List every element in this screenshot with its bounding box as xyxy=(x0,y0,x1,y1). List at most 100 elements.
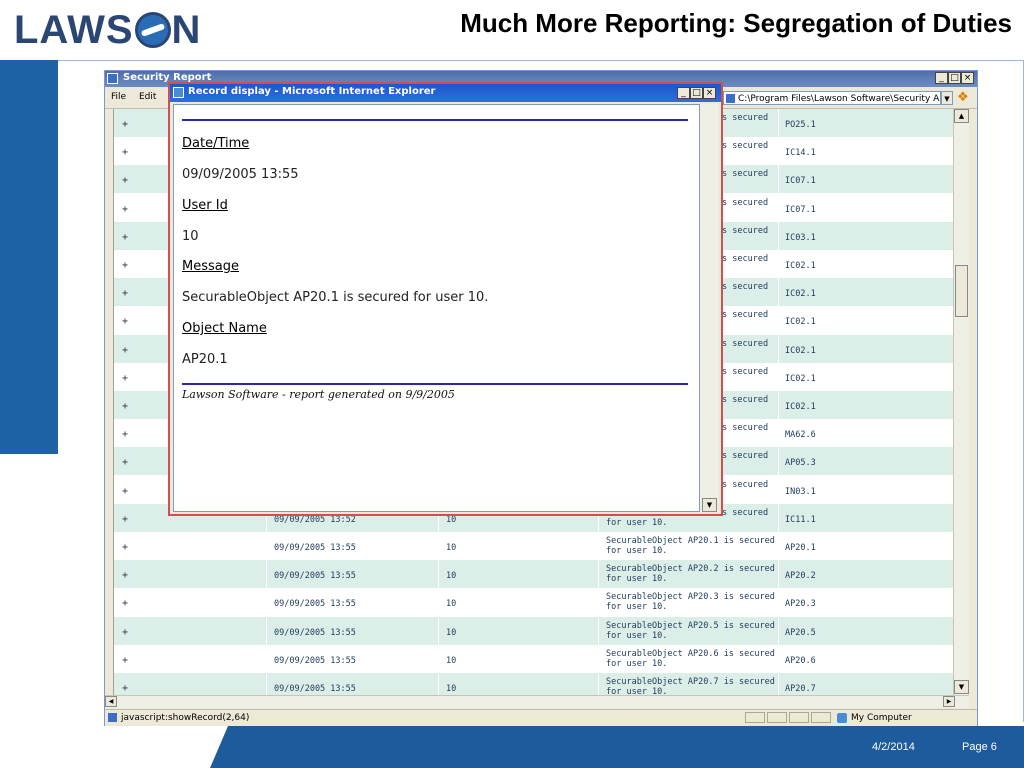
maximize-button[interactable]: □ xyxy=(948,72,961,84)
cell-datetime: 09/09/2005 13:55 xyxy=(274,543,356,553)
cell-object: AP20.7 xyxy=(785,684,816,694)
column-divider xyxy=(778,363,779,391)
expand-icon[interactable]: + xyxy=(122,486,129,497)
column-divider xyxy=(598,673,599,695)
column-divider xyxy=(266,560,267,588)
cell-object: IN03.1 xyxy=(785,487,816,497)
popup-titlebar[interactable]: Record display - Microsoft Internet Expl… xyxy=(170,84,721,102)
table-row[interactable]: +09/09/2005 13:55 10 SecurableObject AP20.… xyxy=(114,645,954,673)
vertical-scrollbar[interactable]: ▲ ▼ xyxy=(953,109,969,695)
expand-icon[interactable]: + xyxy=(122,345,129,356)
scroll-up-icon[interactable]: ▲ xyxy=(954,109,969,123)
expand-icon[interactable]: + xyxy=(122,373,129,384)
cell-message: SecurableObject AP20.7 is secured for us… xyxy=(606,677,775,695)
menu-file[interactable]: File xyxy=(111,92,127,102)
windows-logo-icon: ❖ xyxy=(957,90,969,105)
column-divider xyxy=(438,617,439,645)
expand-icon[interactable]: + xyxy=(122,288,129,299)
column-divider xyxy=(598,560,599,588)
column-divider xyxy=(438,504,439,532)
column-divider xyxy=(778,278,779,306)
ie-page-icon xyxy=(173,87,184,98)
menu-edit[interactable]: Edit xyxy=(139,92,157,102)
status-cell xyxy=(767,712,787,723)
cell-object: IC02.1 xyxy=(785,289,816,299)
address-bar[interactable]: C:\Program Files\Lawson Software\Securit… xyxy=(723,91,941,105)
expand-icon[interactable]: + xyxy=(122,683,129,694)
table-row[interactable]: +09/09/2005 13:55 10 SecurableObject AP20.… xyxy=(114,532,954,560)
expand-icon[interactable]: + xyxy=(122,655,129,666)
scroll-left-icon[interactable]: ◀ xyxy=(105,696,117,707)
cell-message: s secured xyxy=(722,141,769,151)
cell-message-continued: for user 10. xyxy=(606,518,668,528)
label-objectname: Object Name xyxy=(182,321,267,336)
minimize-button[interactable]: _ xyxy=(935,72,948,84)
label-message: Message xyxy=(182,259,239,274)
cell-object: IC11.1 xyxy=(785,515,816,525)
cell-message: s secured xyxy=(722,198,769,208)
cell-datetime: 09/09/2005 13:55 xyxy=(274,599,356,609)
scroll-down-icon[interactable]: ▼ xyxy=(702,498,717,512)
cell-message: SecurableObject AP20.2 is secured for us… xyxy=(606,564,775,584)
column-divider xyxy=(778,476,779,504)
column-divider xyxy=(266,673,267,695)
column-divider xyxy=(598,588,599,616)
expand-icon[interactable]: + xyxy=(122,514,129,525)
table-row[interactable]: +09/09/2005 13:55 10 SecurableObject AP20.… xyxy=(114,673,954,695)
slide-footer: 4/2/2014 Page 6 xyxy=(0,726,1024,768)
horizontal-scrollbar[interactable]: ◀ ▶ xyxy=(105,695,969,708)
column-divider xyxy=(438,532,439,560)
cell-userid: 10 xyxy=(446,571,457,581)
value-objectname: AP20.1 xyxy=(182,352,228,367)
scroll-thumb[interactable] xyxy=(955,265,968,317)
expand-icon[interactable]: + xyxy=(122,316,129,327)
value-datetime: 09/09/2005 13:55 xyxy=(182,167,299,182)
popup-minimize-button[interactable]: _ xyxy=(677,87,690,99)
expand-icon[interactable]: + xyxy=(122,119,129,130)
expand-icon[interactable]: + xyxy=(122,232,129,243)
column-divider xyxy=(598,532,599,560)
expand-icon[interactable]: + xyxy=(122,175,129,186)
expand-icon[interactable]: + xyxy=(122,429,129,440)
popup-maximize-button[interactable]: □ xyxy=(690,87,703,99)
column-divider xyxy=(778,532,779,560)
cell-message: s secured xyxy=(722,113,769,123)
cell-object: IC03.1 xyxy=(785,233,816,243)
status-text: javascript:showRecord(2,64) xyxy=(121,713,250,723)
expand-icon[interactable]: + xyxy=(122,147,129,158)
table-row[interactable]: +09/09/2005 13:55 10 SecurableObject AP20.… xyxy=(114,617,954,645)
cell-object: IC02.1 xyxy=(785,374,816,384)
expand-icon[interactable]: + xyxy=(122,542,129,553)
left-accent-band xyxy=(0,60,58,454)
cell-object: MA62.6 xyxy=(785,430,816,440)
expand-icon[interactable]: + xyxy=(122,598,129,609)
status-cell xyxy=(811,712,831,723)
popup-close-button[interactable]: × xyxy=(703,87,716,99)
expand-icon[interactable]: + xyxy=(122,204,129,215)
table-row[interactable]: +09/09/2005 13:55 10 SecurableObject AP20.… xyxy=(114,588,954,616)
column-divider xyxy=(778,335,779,363)
column-divider xyxy=(778,645,779,673)
scroll-down-icon[interactable]: ▼ xyxy=(954,680,969,694)
cell-message: s secured xyxy=(722,451,769,461)
expand-icon[interactable]: + xyxy=(122,627,129,638)
cell-message: s secured xyxy=(722,508,769,518)
cell-object: IC02.1 xyxy=(785,317,816,327)
cell-userid: 10 xyxy=(446,515,457,525)
expand-icon[interactable]: + xyxy=(122,457,129,468)
popup-scrollbar[interactable]: ▼ xyxy=(700,104,718,512)
expand-icon[interactable]: + xyxy=(122,401,129,412)
table-row[interactable]: +09/09/2005 13:55 10 SecurableObject AP20.… xyxy=(114,560,954,588)
expand-icon[interactable]: + xyxy=(122,260,129,271)
value-userid: 10 xyxy=(182,229,199,244)
column-divider xyxy=(778,194,779,222)
cell-object: AP20.6 xyxy=(785,656,816,666)
close-button[interactable]: × xyxy=(961,72,974,84)
expand-icon[interactable]: + xyxy=(122,570,129,581)
column-divider xyxy=(778,419,779,447)
footer-bar xyxy=(210,726,1024,768)
scroll-right-icon[interactable]: ▶ xyxy=(943,696,955,707)
column-divider xyxy=(778,222,779,250)
cell-message: s secured xyxy=(722,254,769,264)
address-dropdown-button[interactable]: ▼ xyxy=(941,91,953,105)
